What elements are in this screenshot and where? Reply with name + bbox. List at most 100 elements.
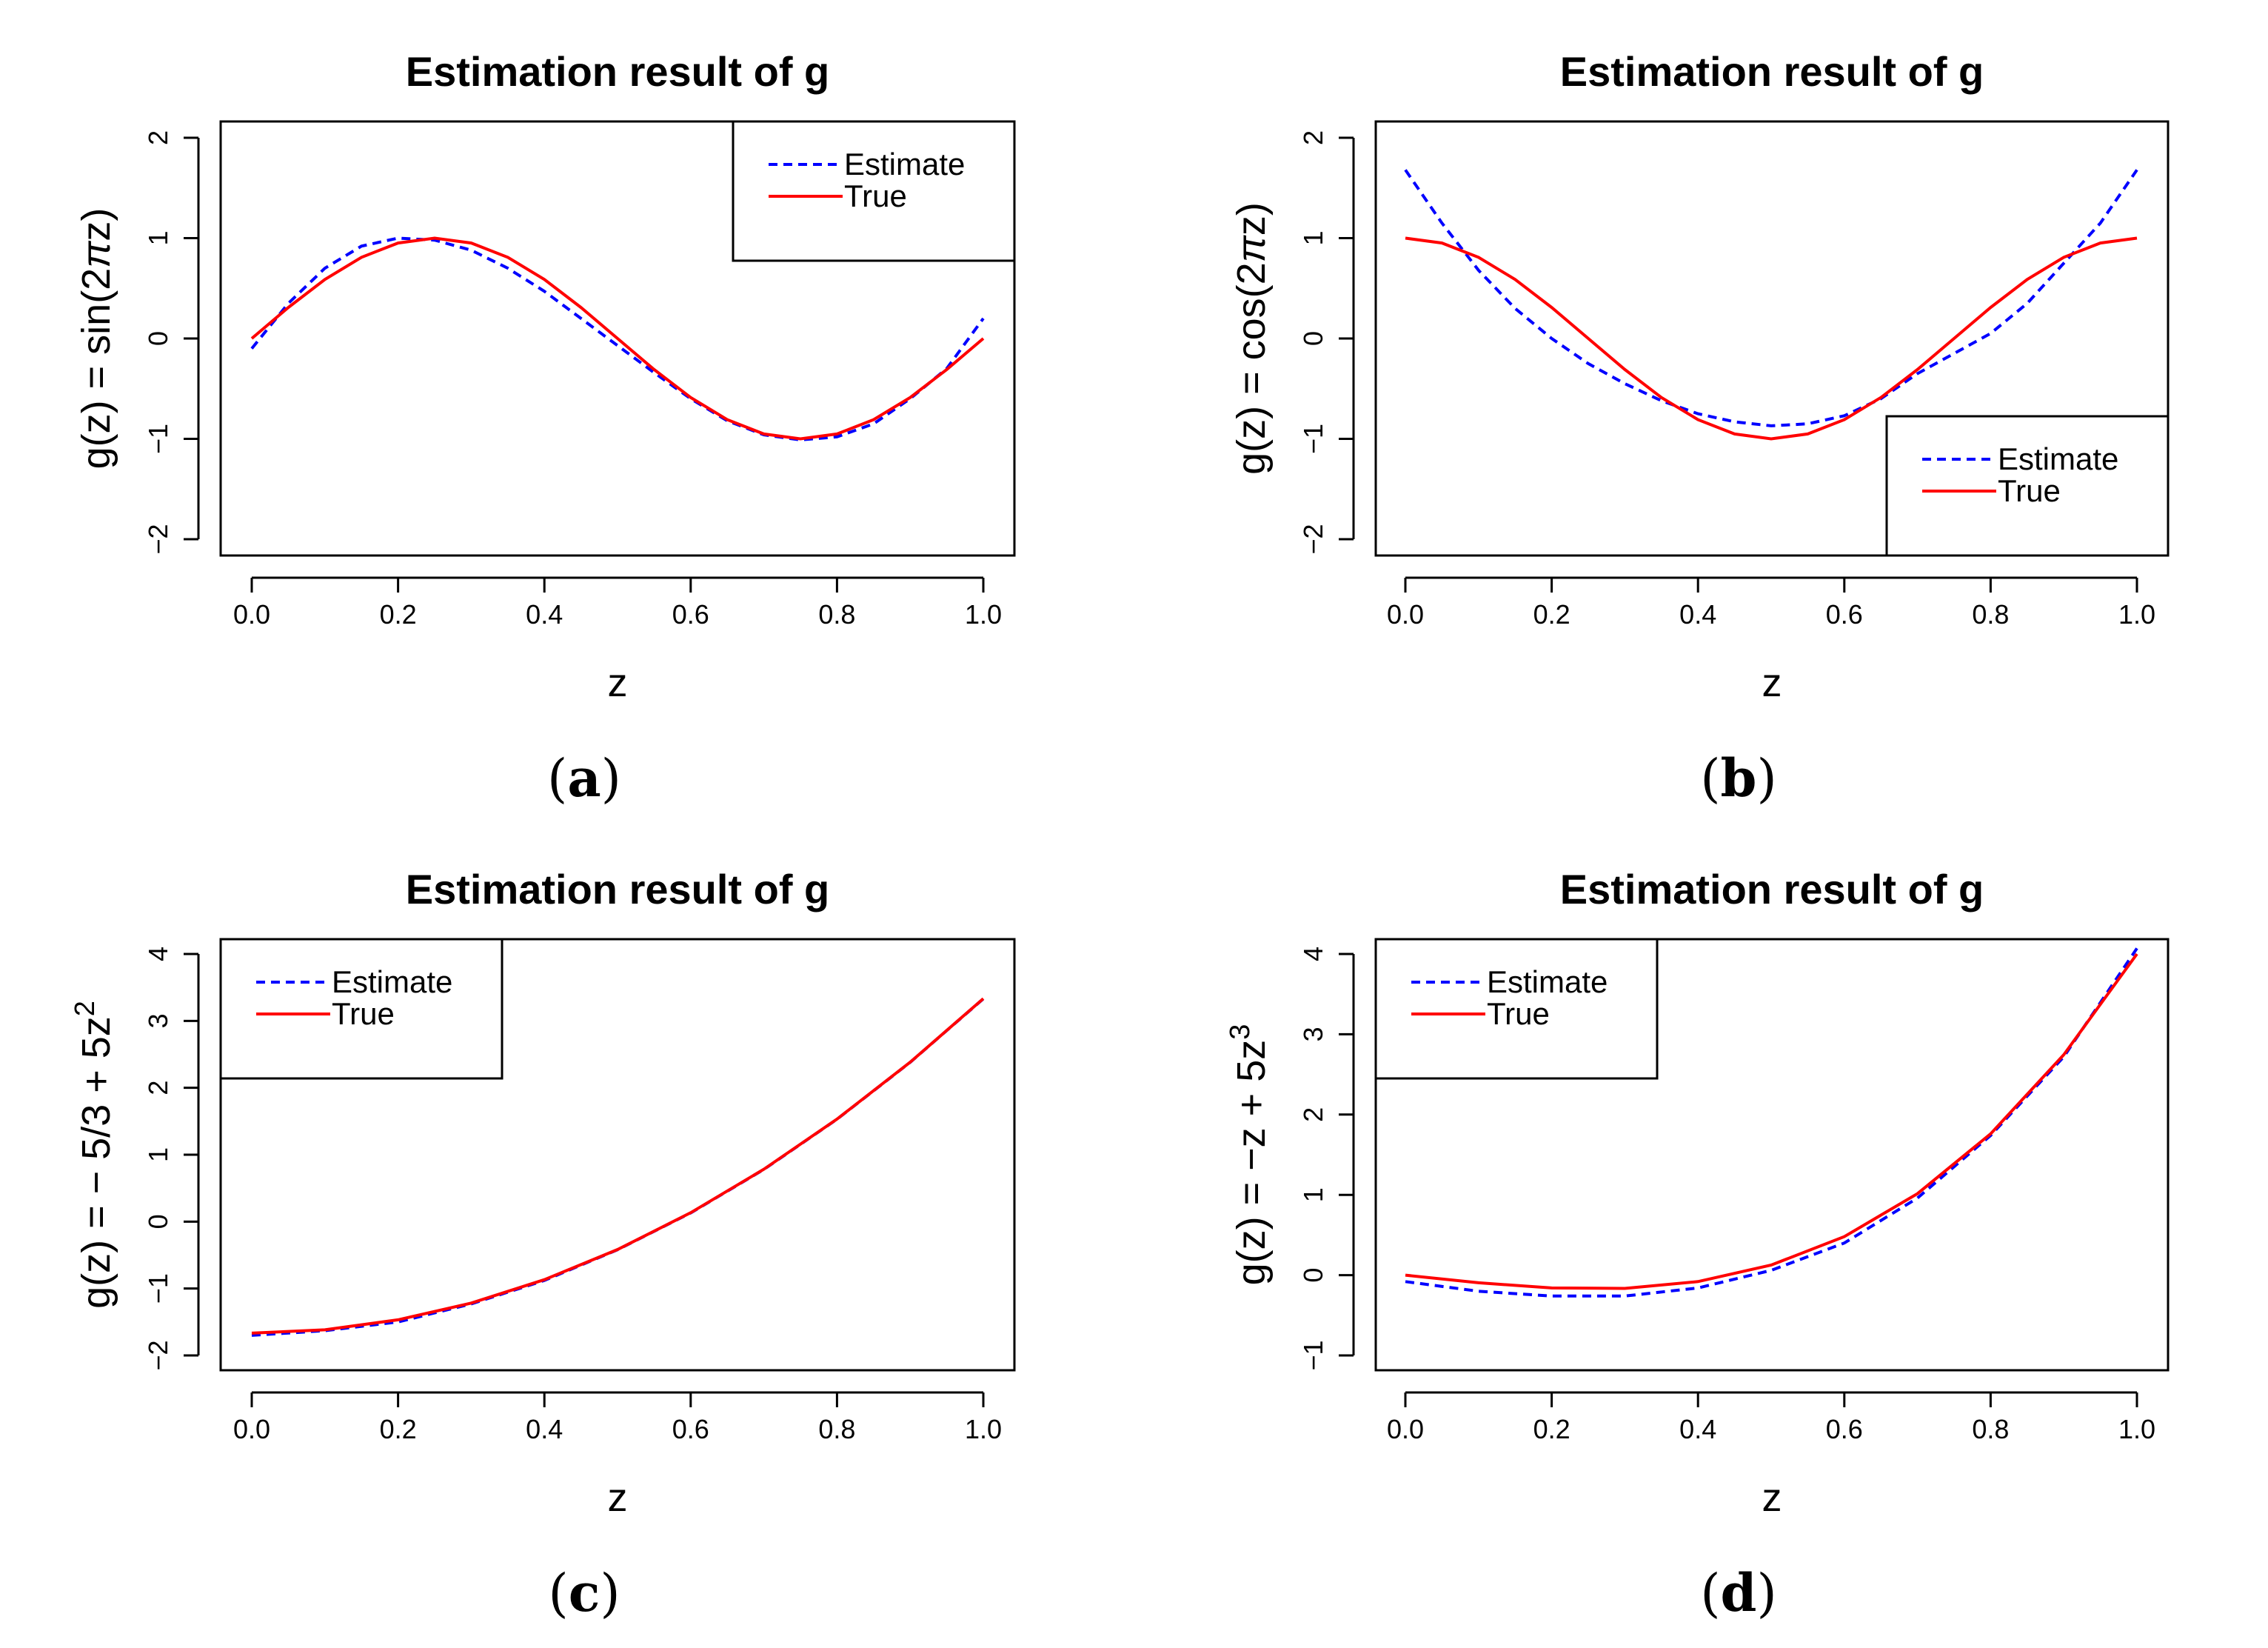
x-tick-label: 0.8 xyxy=(818,1414,855,1444)
y-tick-label: −2 xyxy=(143,524,173,554)
y-axis-label: g(z) = − 5/3 + 5z2 xyxy=(70,1001,118,1309)
legend-box xyxy=(1885,415,2170,557)
x-tick-label: 0.8 xyxy=(818,599,855,630)
x-tick-label: 0.6 xyxy=(672,1414,709,1444)
panel-label: (d) xyxy=(1700,1562,1777,1624)
series-line-estimate xyxy=(1405,947,2138,1298)
y-axis-label-part: 3 xyxy=(1225,1024,1256,1040)
y-tick-label: −2 xyxy=(143,1340,173,1370)
y-tick-label: 3 xyxy=(143,1013,173,1028)
y-tick-label: −2 xyxy=(1298,524,1328,554)
x-tick-label: 0.2 xyxy=(1533,599,1570,630)
panel-label: (a) xyxy=(547,747,621,809)
legend-label-true: True xyxy=(332,996,395,1031)
y-tick-label: 0 xyxy=(1298,331,1328,346)
panel-label-paren: ) xyxy=(1756,1563,1776,1624)
y-tick-label: 4 xyxy=(1298,947,1328,961)
y-tick-label: 2 xyxy=(1298,1107,1328,1122)
y-tick-label: 4 xyxy=(143,947,173,961)
x-tick-label: 0.8 xyxy=(1972,1414,2009,1444)
y-tick-label: 1 xyxy=(1298,1187,1328,1202)
x-axis-label: z xyxy=(608,661,628,705)
panel-label: (b) xyxy=(1700,747,1777,809)
y-tick-label: 2 xyxy=(1298,130,1328,145)
panel-label-letter: a xyxy=(567,747,601,809)
chart-title: Estimation result of g xyxy=(1560,866,1984,913)
series-line-estimate xyxy=(250,236,985,441)
legend-label-true: True xyxy=(1998,473,2061,508)
legend-label-estimate: Estimate xyxy=(1487,964,1608,999)
panel-label-paren: ( xyxy=(548,1563,568,1624)
y-axis-label: g(z) = cos(2πz) xyxy=(1229,202,1274,475)
panel-label-paren: ) xyxy=(600,1563,620,1624)
y-axis-label-part: z) xyxy=(1229,202,1274,236)
panel-label-paren: ( xyxy=(1700,748,1720,809)
y-tick-label: 0 xyxy=(143,331,173,346)
series-line-true xyxy=(250,236,985,441)
y-axis-label-part: 2 xyxy=(70,1001,101,1016)
y-tick-label: −1 xyxy=(143,1273,173,1304)
x-tick-label: 0.0 xyxy=(1387,599,1424,630)
panel-label-letter: c xyxy=(569,1562,601,1624)
y-tick-label: 1 xyxy=(1298,230,1328,245)
y-axis-label-part: g(z) = cos(2 xyxy=(1229,262,1274,475)
y-tick-label: −1 xyxy=(143,424,173,454)
x-axis-label: z xyxy=(1762,1475,1782,1520)
y-axis-label-part: g(z) = − 5/3 + 5z xyxy=(74,1016,118,1309)
panel-label: (c) xyxy=(548,1562,620,1624)
x-tick-label: 1.0 xyxy=(2118,599,2155,630)
series-line-true xyxy=(1405,236,2138,441)
y-axis-label: g(z) = sin(2πz) xyxy=(74,208,118,470)
chart-panel-1: Estimation result of g 0.0 0.2 0.4 0.6 0.8 1.0… xyxy=(74,48,1016,809)
legend-box xyxy=(732,120,1016,262)
y-axis-label-part: g(z) = sin(2 xyxy=(74,268,118,470)
chart-title: Estimation result of g xyxy=(406,866,830,913)
y-tick-label: −1 xyxy=(1298,424,1328,454)
chart-title: Estimation result of g xyxy=(406,48,830,95)
x-tick-label: 0.2 xyxy=(1533,1414,1570,1444)
x-tick-label: 1.0 xyxy=(965,1414,1002,1444)
y-tick-label: 2 xyxy=(143,1081,173,1095)
y-tick-label: −1 xyxy=(1298,1340,1328,1370)
plot-frame xyxy=(1374,120,2170,557)
panel-label-paren: ) xyxy=(1756,748,1776,809)
legend-box xyxy=(219,938,504,1080)
x-tick-label: 0.6 xyxy=(1826,599,1863,630)
x-tick-label: 0.6 xyxy=(672,599,709,630)
series-line-estimate xyxy=(1404,169,2138,427)
plot-frame xyxy=(219,120,1016,557)
panel-label-paren: ) xyxy=(601,748,621,809)
plot-frame xyxy=(219,938,1016,1372)
panel-label-paren: ( xyxy=(1700,1563,1720,1624)
y-axis-label-part: π xyxy=(74,241,118,268)
y-tick-label: 0 xyxy=(1298,1268,1328,1283)
x-tick-label: 1.0 xyxy=(2118,1414,2155,1444)
y-tick-label: 3 xyxy=(1298,1027,1328,1041)
panel-label-letter: b xyxy=(1721,747,1757,809)
panel-label-letter: d xyxy=(1721,1562,1757,1624)
x-tick-label: 0.4 xyxy=(1679,1414,1716,1444)
series-line-true xyxy=(1405,953,2138,1290)
y-tick-label: 1 xyxy=(143,1147,173,1162)
legend-label-true: True xyxy=(844,179,907,213)
y-tick-label: 1 xyxy=(143,230,173,245)
legend-label-estimate: Estimate xyxy=(844,147,965,181)
plot-frame xyxy=(1374,938,2170,1372)
legend-label-estimate: Estimate xyxy=(1998,441,2118,476)
x-axis-label: z xyxy=(1762,661,1782,705)
x-tick-label: 1.0 xyxy=(965,599,1002,630)
x-tick-label: 0.2 xyxy=(380,1414,417,1444)
x-tick-label: 0.6 xyxy=(1826,1414,1863,1444)
chart-panel-3: Estimation result of g 0.0 0.2 0.4 0.6 0.8 1.0… xyxy=(70,866,1016,1624)
x-tick-label: 0.4 xyxy=(526,599,563,630)
legend-box xyxy=(1374,938,1659,1080)
x-tick-label: 0.0 xyxy=(233,599,270,630)
x-tick-label: 0.4 xyxy=(526,1414,563,1444)
chart-panel-4: Estimation result of g 0.0 0.2 0.4 0.6 0.8 1.0… xyxy=(1225,866,2170,1624)
x-axis-label: z xyxy=(608,1475,628,1520)
